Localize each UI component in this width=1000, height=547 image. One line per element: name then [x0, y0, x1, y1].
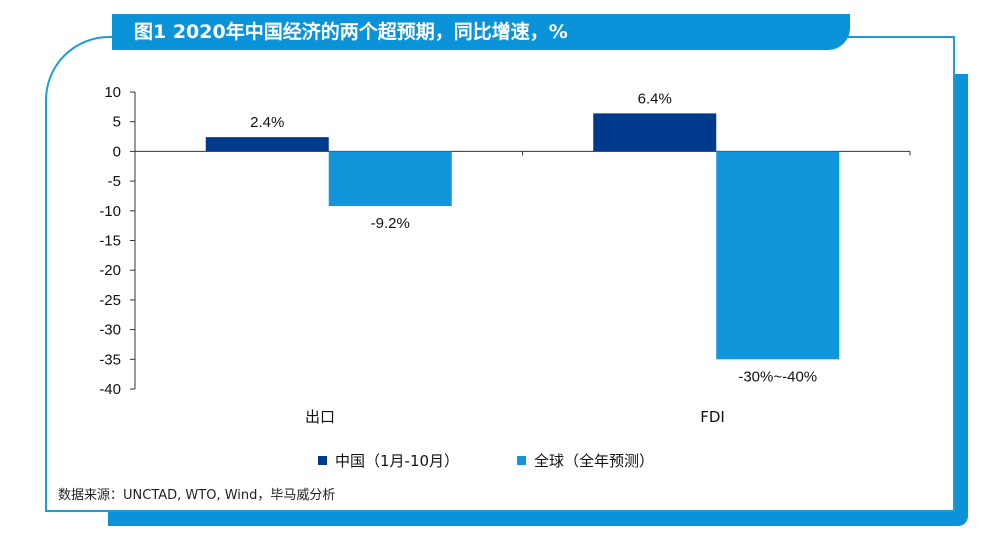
legend-item-global: 全球（全年预测） — [517, 450, 654, 471]
data-label: 2.4% — [250, 114, 284, 131]
y-tick-label: -30 — [99, 322, 121, 339]
y-axis: 10 5 0 -5 -10 -15 -20 -25 -30 -35 -40 — [99, 84, 911, 398]
y-tick-label: 5 — [113, 114, 121, 131]
legend-item-china: 中国（1月-10月） — [318, 450, 459, 471]
bar-global-export — [328, 151, 452, 207]
bar-global-fdi — [716, 151, 840, 360]
category-label: FDI — [700, 408, 725, 426]
data-labels: 2.4% -9.2% 出口 6.4% -30%~-40% FDI — [250, 90, 817, 426]
data-label: -9.2% — [371, 215, 410, 232]
category-label: 出口 — [305, 408, 335, 426]
legend-swatch-china — [318, 456, 327, 465]
bar-china-fdi — [593, 113, 717, 152]
data-label: -30%~-40% — [738, 368, 817, 385]
y-tick-label: 0 — [113, 143, 121, 160]
bars — [205, 113, 840, 360]
y-tick-label: -15 — [99, 233, 121, 250]
title-bar — [112, 14, 850, 50]
y-tick-label: -40 — [99, 381, 121, 398]
y-tick-label: -5 — [108, 173, 121, 190]
y-tick-label: -20 — [99, 262, 121, 279]
legend-label-global: 全球（全年预测） — [534, 452, 655, 470]
y-tick-label: -10 — [99, 203, 121, 220]
y-tick-label: 10 — [104, 84, 121, 101]
source-note: 数据来源：UNCTAD, WTO, Wind，毕马威分析 — [58, 488, 336, 503]
legend-label-china: 中国（1月-10月） — [335, 452, 460, 470]
y-tick-label: -25 — [99, 292, 121, 309]
legend-swatch-global — [517, 456, 527, 465]
bar-china-export — [205, 137, 329, 152]
chart-title: 图1 2020年中国经济的两个超预期，同比增速，% — [134, 21, 568, 43]
legend: 中国（1月-10月） 全球（全年预测） — [318, 450, 712, 471]
data-label: 6.4% — [638, 90, 672, 107]
y-tick-label: -35 — [99, 351, 121, 368]
